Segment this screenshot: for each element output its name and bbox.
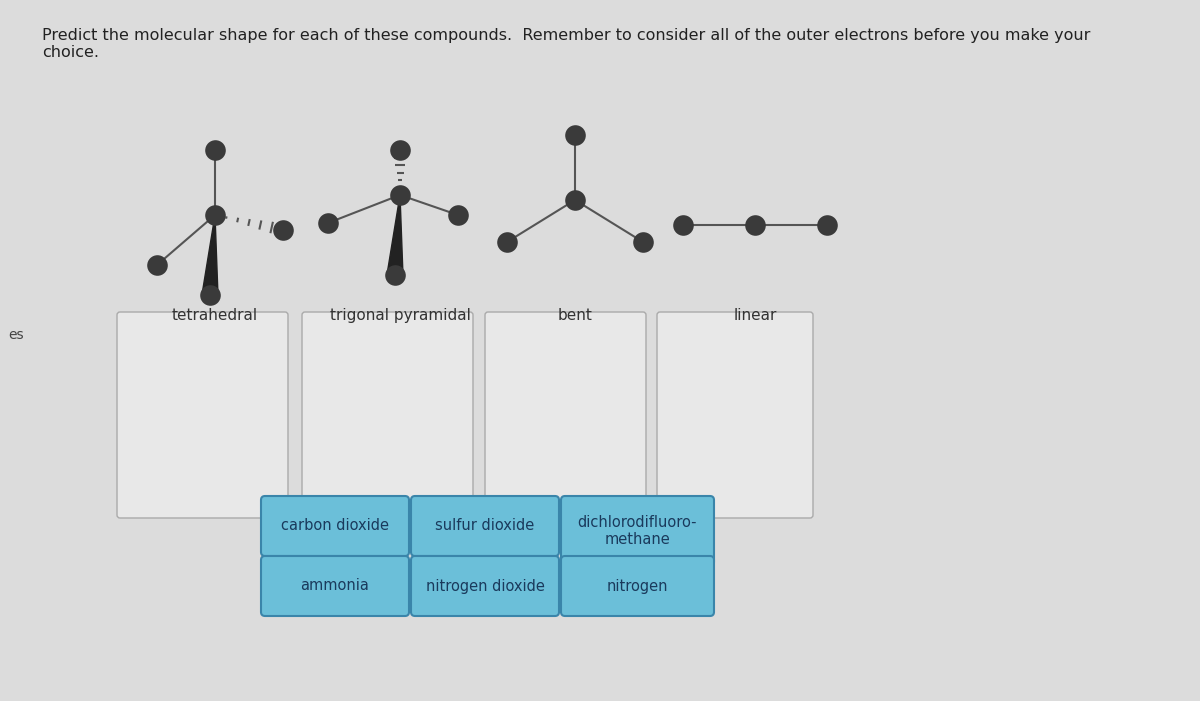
FancyBboxPatch shape — [658, 312, 814, 518]
Text: nitrogen dioxide: nitrogen dioxide — [426, 578, 545, 594]
Text: tetrahedral: tetrahedral — [172, 308, 258, 323]
Point — [634, 236, 653, 247]
Point — [745, 219, 764, 231]
FancyBboxPatch shape — [262, 556, 409, 616]
Text: trigonal pyramidal: trigonal pyramidal — [330, 308, 470, 323]
Text: ammonia: ammonia — [300, 578, 370, 594]
Point — [565, 130, 584, 141]
FancyBboxPatch shape — [302, 312, 473, 518]
Point — [205, 210, 224, 221]
Point — [390, 189, 409, 200]
Point — [565, 194, 584, 205]
Point — [390, 144, 409, 156]
Point — [205, 144, 224, 156]
Text: nitrogen: nitrogen — [607, 578, 668, 594]
Point — [148, 259, 167, 271]
Text: Predict the molecular shape for each of these compounds.  Remember to consider a: Predict the molecular shape for each of … — [42, 28, 1091, 60]
FancyBboxPatch shape — [262, 496, 409, 556]
Polygon shape — [388, 195, 403, 275]
Text: carbon dioxide: carbon dioxide — [281, 519, 389, 533]
Polygon shape — [202, 215, 218, 296]
Text: dichlorodifluoro-
methane: dichlorodifluoro- methane — [577, 515, 697, 547]
Point — [817, 219, 836, 231]
Text: linear: linear — [733, 308, 776, 323]
FancyBboxPatch shape — [562, 496, 714, 566]
Point — [385, 269, 404, 280]
Point — [449, 210, 468, 221]
FancyBboxPatch shape — [118, 312, 288, 518]
Point — [274, 224, 293, 236]
Text: sulfur dioxide: sulfur dioxide — [436, 519, 535, 533]
Point — [318, 217, 337, 229]
FancyBboxPatch shape — [485, 312, 646, 518]
FancyBboxPatch shape — [410, 556, 559, 616]
Point — [673, 219, 692, 231]
Text: bent: bent — [558, 308, 593, 323]
FancyBboxPatch shape — [410, 496, 559, 556]
Text: es: es — [8, 328, 24, 342]
Point — [200, 290, 220, 301]
FancyBboxPatch shape — [562, 556, 714, 616]
Point — [498, 236, 517, 247]
